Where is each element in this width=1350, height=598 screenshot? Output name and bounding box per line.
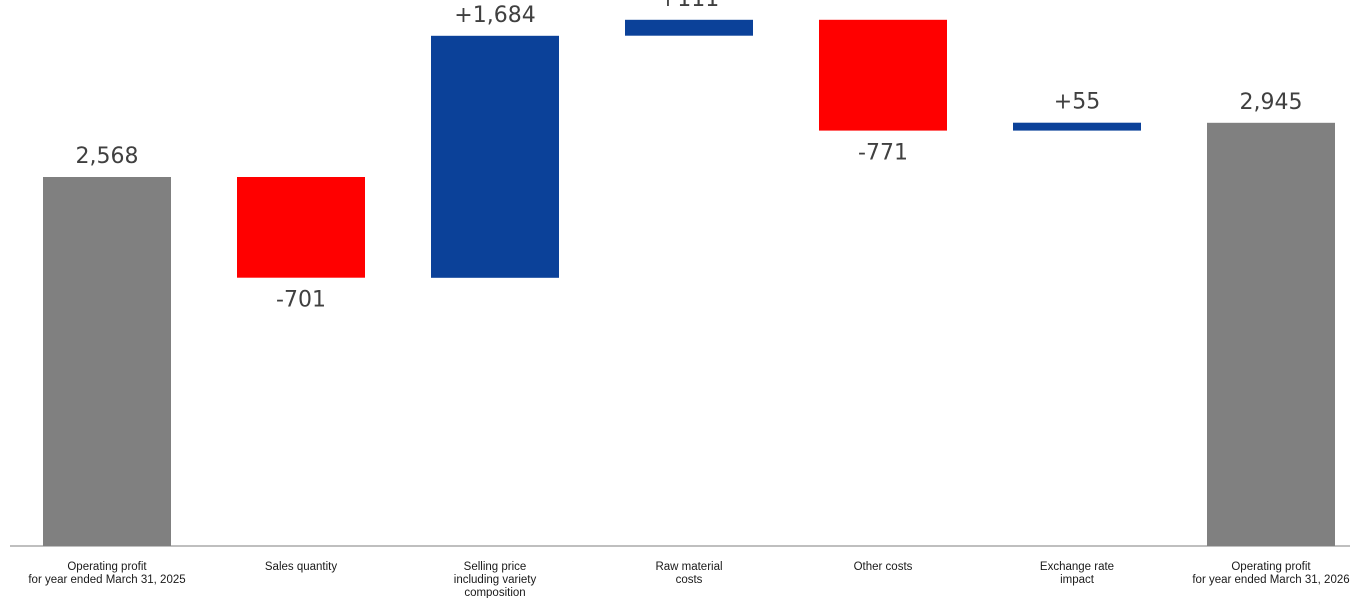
- category-label-line: Operating profit: [1231, 561, 1311, 573]
- category-label-line: Selling price: [464, 561, 527, 573]
- category-label-0: Operating profit for year ended March 31,…: [28, 561, 185, 586]
- bar-0: [43, 177, 171, 546]
- category-label-line: Sales quantity: [265, 561, 337, 573]
- category-label-line: for year ended March 31, 2026: [1192, 574, 1349, 586]
- bar-5: [1013, 122, 1141, 131]
- category-label-line: Raw material: [655, 561, 722, 573]
- category-label-line: including variety: [454, 574, 537, 586]
- category-labels-layer: Operating profit for year ended March 31,…: [28, 561, 1349, 598]
- value-label-5: +55: [1054, 90, 1100, 115]
- category-label-line: costs: [676, 574, 703, 586]
- value-label-0: 2,568: [76, 144, 139, 169]
- category-label-4: Other costs: [854, 561, 913, 573]
- value-label-3: +111: [659, 0, 719, 12]
- bar-1: [237, 177, 365, 278]
- category-label-line: Other costs: [854, 561, 913, 573]
- bar-2: [431, 35, 559, 278]
- category-label-line: composition: [464, 587, 525, 598]
- bar-4: [819, 19, 947, 131]
- value-label-6: 2,945: [1240, 90, 1303, 115]
- category-label-1: Sales quantity: [265, 561, 337, 573]
- category-label-line: for year ended March 31, 2025: [28, 574, 185, 586]
- value-label-1: -701: [276, 288, 326, 313]
- bar-6: [1207, 122, 1335, 547]
- bars-layer: [43, 19, 1335, 547]
- category-label-6: Operating profit for year ended March 31,…: [1192, 561, 1349, 586]
- category-label-5: Exchange rate impact: [1040, 561, 1114, 586]
- value-labels-layer: 2,568 -701 +1,684 +111 -771 +55 2,945: [76, 0, 1303, 313]
- category-label-3: Raw material costs: [655, 561, 722, 586]
- value-label-2: +1,684: [454, 3, 535, 28]
- bar-3: [625, 19, 753, 36]
- value-label-4: -771: [858, 141, 908, 166]
- category-label-line: Exchange rate: [1040, 561, 1114, 573]
- category-label-line: impact: [1060, 574, 1095, 586]
- category-label-2: Selling price including variety compositio…: [454, 561, 537, 598]
- category-label-line: Operating profit: [67, 561, 147, 573]
